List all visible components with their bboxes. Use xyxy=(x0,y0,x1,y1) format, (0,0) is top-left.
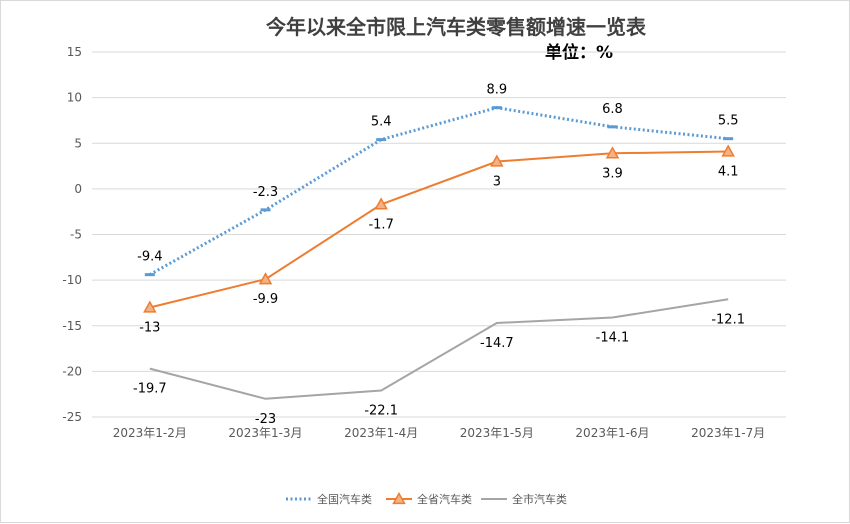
y-tick-label: -10 xyxy=(62,273,82,287)
data-label: 5.5 xyxy=(718,114,739,129)
data-labels: -9.4 -2.3 5.4 8.9 6.8 5.5 -13 -9.9 -1.7 3 3.9 4.1 -1… xyxy=(133,83,745,427)
data-label: -14.1 xyxy=(596,331,630,346)
data-label: -2.3 xyxy=(253,185,278,200)
x-axis: 2023年1-2月 2023年1-3月 2023年1-4月 2023年1-5月 2023… xyxy=(113,426,765,440)
series-line-3 xyxy=(149,298,729,400)
x-tick-label: 2023年1-2月 xyxy=(113,426,187,440)
data-label: 3 xyxy=(493,175,501,190)
x-tick-label: 2023年1-7月 xyxy=(691,426,765,440)
series-line-1 xyxy=(149,106,729,276)
legend-label: 全国汽车类 xyxy=(317,492,372,506)
y-tick-label: 5 xyxy=(74,136,82,150)
data-label: -9.4 xyxy=(137,250,162,265)
data-point xyxy=(374,197,388,210)
x-tick-label: 2023年1-3月 xyxy=(228,426,302,440)
legend-label: 全市汽车类 xyxy=(512,492,567,506)
legend: 全国汽车类 全省汽车类 全市汽车类 xyxy=(286,491,567,506)
legend-label: 全省汽车类 xyxy=(417,492,472,506)
data-label: -1.7 xyxy=(368,217,393,232)
data-label: 4.1 xyxy=(718,164,739,179)
data-label: 3.9 xyxy=(602,166,623,181)
y-tick-label: 10 xyxy=(67,91,82,105)
data-point xyxy=(721,144,735,157)
data-label: -19.7 xyxy=(133,382,167,397)
data-label: -13 xyxy=(139,321,160,336)
data-point xyxy=(605,146,620,159)
data-label: 6.8 xyxy=(602,102,623,117)
data-label: -23 xyxy=(255,412,276,427)
legend-marker xyxy=(392,491,406,505)
x-tick-label: 2023年1-4月 xyxy=(344,426,418,440)
y-tick-label: -5 xyxy=(70,228,82,242)
data-point xyxy=(143,300,157,313)
x-tick-label: 2023年1-5月 xyxy=(460,426,534,440)
series-line-2 xyxy=(149,150,729,309)
data-label: -22.1 xyxy=(364,404,398,419)
y-tick-label: -20 xyxy=(62,364,82,378)
data-label: -14.7 xyxy=(480,336,514,351)
y-tick-label: 0 xyxy=(74,182,82,196)
data-label: 8.9 xyxy=(486,83,507,98)
y-tick-label: 15 xyxy=(67,45,82,59)
y-tick-label: -25 xyxy=(62,410,82,424)
data-label: -9.9 xyxy=(253,292,278,307)
y-tick-label: -15 xyxy=(62,319,82,333)
chart-title: 今年以来全市限上汽车类零售额增速一览表 xyxy=(266,15,647,39)
gridlines xyxy=(92,51,786,418)
data-point xyxy=(490,154,504,167)
data-label: 5.4 xyxy=(371,115,392,130)
y-axis: -25 -20 -15 -10 -5 0 5 10 15 xyxy=(62,45,82,424)
x-tick-label: 2023年1-6月 xyxy=(575,426,649,440)
series-group xyxy=(143,106,735,400)
data-point xyxy=(258,272,273,285)
data-label: -12.1 xyxy=(711,312,745,327)
